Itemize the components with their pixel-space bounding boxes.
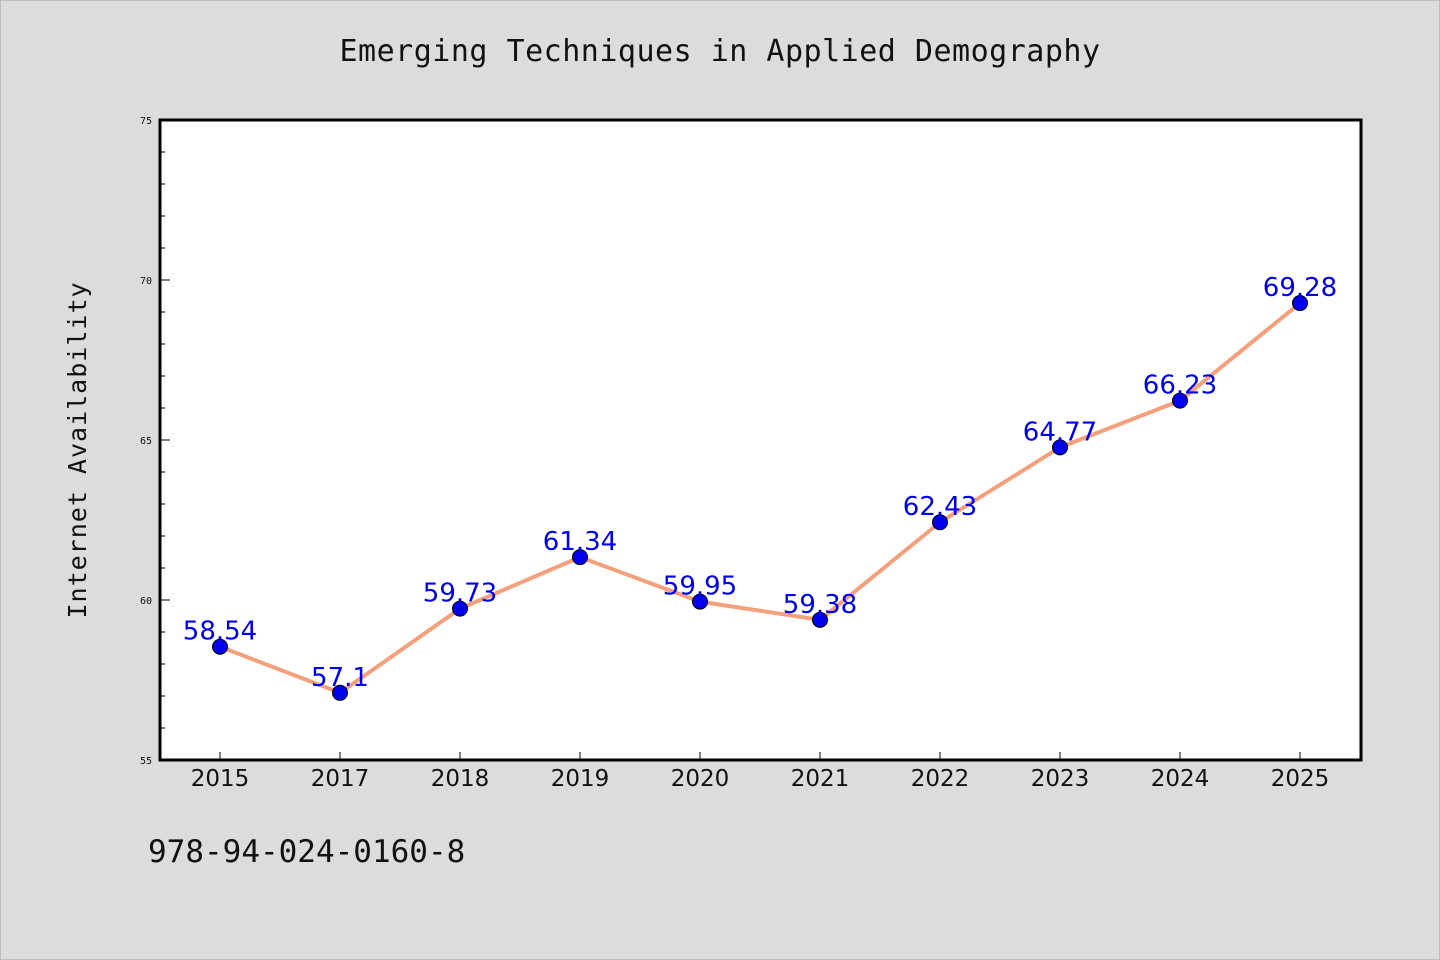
- data-point: [812, 611, 828, 628]
- x-tick-label: 2021: [791, 766, 850, 792]
- data-point: [572, 549, 588, 566]
- chart-title: Emerging Techniques in Applied Demograph…: [339, 34, 1101, 69]
- y-tick-label: 60: [140, 596, 152, 607]
- data-label: 69.28: [1263, 273, 1337, 303]
- data-label: 57.1: [311, 663, 369, 693]
- x-tick-label: 2022: [911, 766, 970, 792]
- x-tick-label: 2025: [1271, 766, 1330, 792]
- x-tick-label: 2017: [311, 766, 370, 792]
- data-label: 62.43: [903, 492, 977, 522]
- plot-area: [158, 118, 1363, 762]
- y-axis-label: Internet Availability: [63, 281, 92, 618]
- data-label: 58.54: [183, 617, 257, 647]
- data-label: 59.95: [663, 572, 737, 602]
- data-point: [692, 593, 708, 610]
- x-tick-label: 2018: [431, 766, 490, 792]
- data-label: 61.34: [543, 527, 617, 557]
- x-tick-label: 2023: [1031, 766, 1090, 792]
- data-point: [332, 684, 348, 701]
- series-line: [218, 301, 1302, 695]
- data-point: [1292, 295, 1308, 312]
- x-tick-label: 2020: [671, 766, 730, 792]
- data-label: 59.38: [783, 590, 857, 620]
- x-axis-ticks: 2015 2017 2018 2019 2020 2021 2022 2023 2024 2025: [191, 752, 1330, 792]
- data-label: 59.73: [423, 579, 497, 609]
- x-tick-label: 2015: [191, 766, 250, 792]
- x-tick-label: 2019: [551, 766, 610, 792]
- x-tick-label: 2024: [1151, 766, 1210, 792]
- data-label: 64.77: [1023, 417, 1097, 447]
- isbn-text: 978-94-024-0160-8: [148, 834, 466, 870]
- y-tick-label: 65: [140, 436, 152, 447]
- data-point: [452, 600, 468, 617]
- data-point: [1052, 439, 1068, 456]
- y-tick-label: 75: [140, 116, 152, 127]
- data-point: [932, 514, 948, 531]
- y-tick-label: 70: [140, 276, 152, 287]
- y-axis-ticks: 55 60 65 70 75: [140, 116, 170, 767]
- data-label: 66.23: [1143, 371, 1217, 401]
- data-point: [212, 638, 228, 655]
- data-point: [1172, 392, 1188, 409]
- y-tick-label: 55: [140, 756, 152, 767]
- series-layer: 58.54 57.1 59.73 61.34 59.95 59.38 62.43 64.77 6…: [183, 273, 1337, 701]
